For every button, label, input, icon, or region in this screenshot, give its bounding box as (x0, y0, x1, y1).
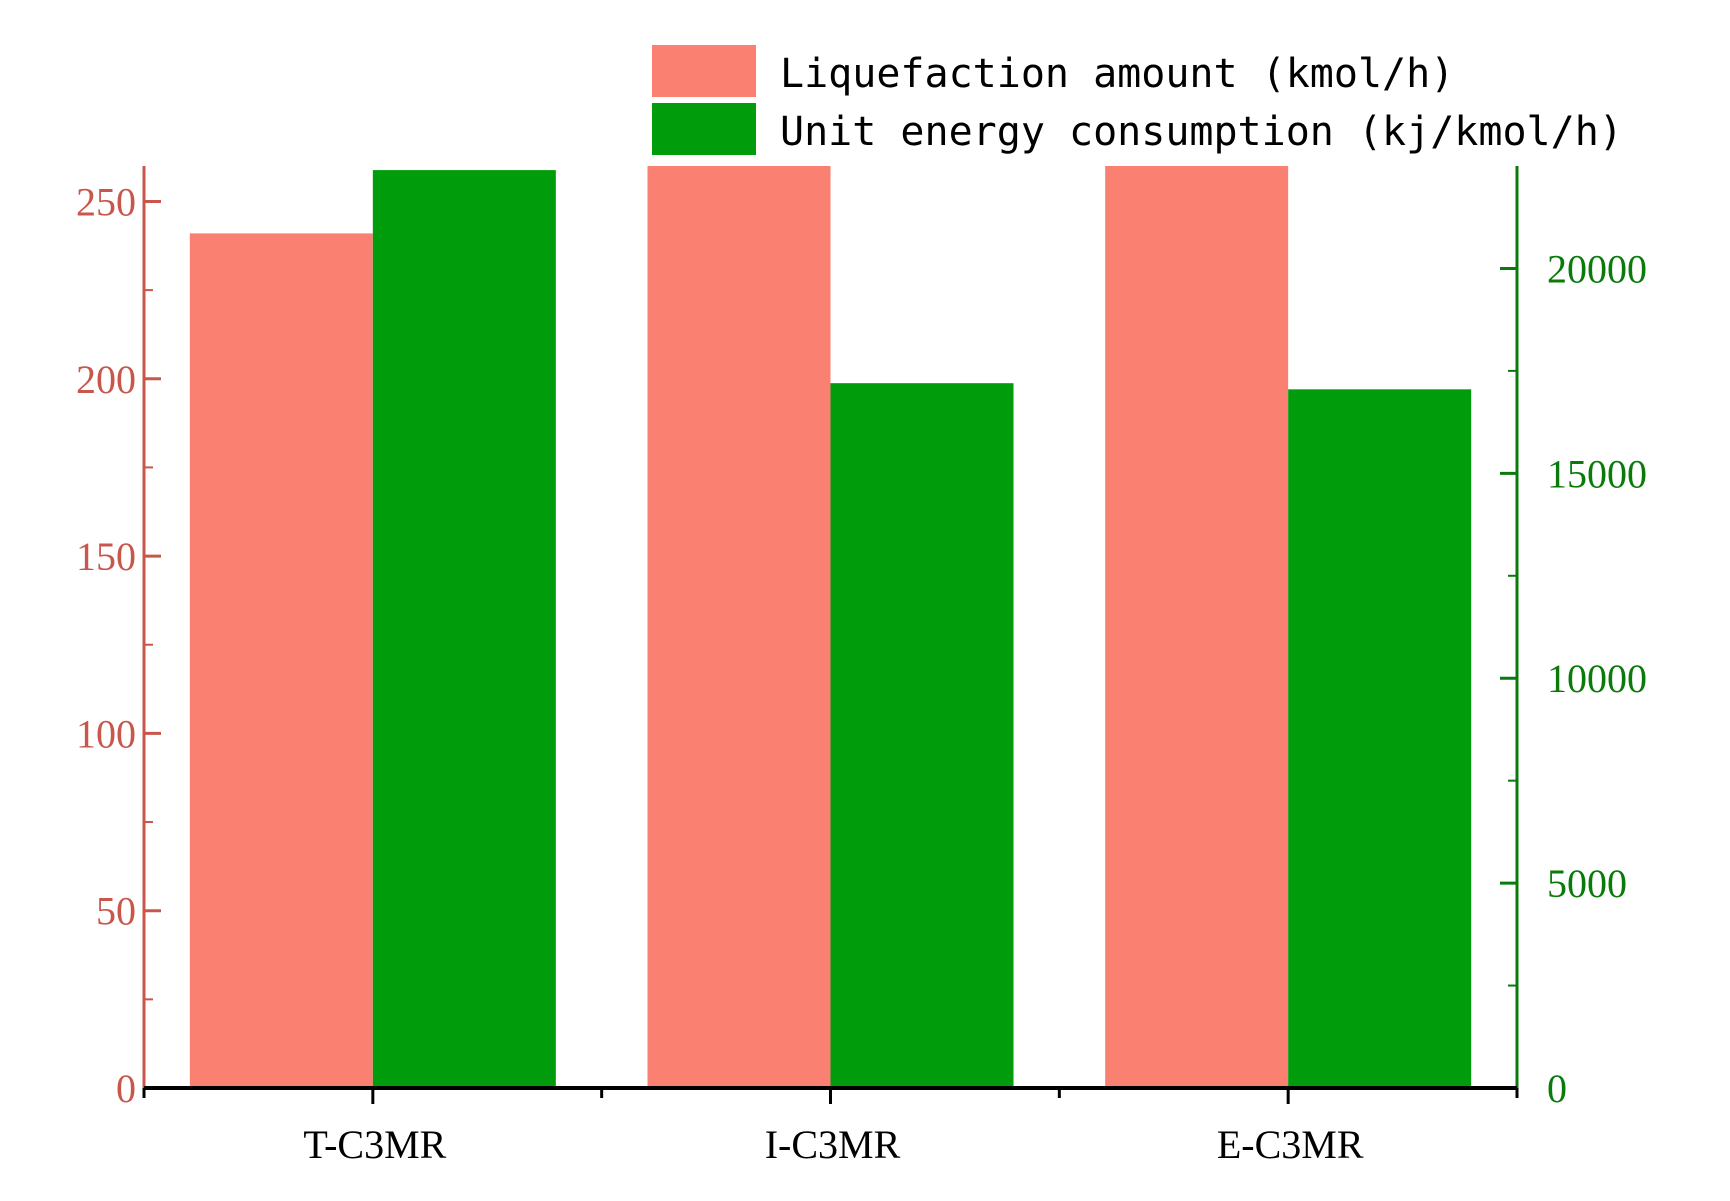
y-left-tick-label: 50 (96, 889, 136, 934)
x-tick-label-e-c3mr: E-C3MR (1217, 1122, 1364, 1167)
axes-group: 0 50 100 150 200 250 0 5000 10000 15000 20000 T-C3M… (76, 166, 1647, 1167)
y-left-tick-label: 0 (116, 1066, 136, 1111)
bar-t-c3mr-liquefaction (189, 233, 373, 1088)
legend-label-liquefaction: Liquefaction amount (kmol/h) (780, 51, 1454, 97)
y-left-tick-label: 250 (76, 179, 136, 224)
legend-swatch-energy (652, 103, 756, 155)
x-tick-label-t-c3mr: T-C3MR (303, 1122, 446, 1167)
y-left-tick-label: 100 (76, 711, 136, 756)
bar-e-c3mr-liquefaction (1105, 166, 1289, 1088)
y-right-tick-label: 20000 (1547, 246, 1647, 291)
bar-i-c3mr-energy (830, 383, 1014, 1088)
bar-e-c3mr-energy (1288, 389, 1472, 1089)
y-right-tick-label: 10000 (1547, 656, 1647, 701)
y-right-tick-label: 0 (1547, 1066, 1567, 1111)
y-right-tick-label: 5000 (1547, 861, 1627, 906)
y-left-tick-label: 200 (76, 357, 136, 402)
x-tick-label-i-c3mr: I-C3MR (765, 1122, 901, 1167)
y-left-tick-label: 150 (76, 534, 136, 579)
bar-i-c3mr-liquefaction (647, 166, 831, 1088)
y-right-tick-label: 15000 (1547, 451, 1647, 496)
legend: Liquefaction amount (kmol/h) Unit energy … (652, 45, 1623, 155)
legend-label-energy: Unit energy consumption (kj/kmol/h) (780, 109, 1623, 155)
legend-swatch-liquefaction (652, 45, 756, 97)
bar-t-c3mr-energy (372, 170, 556, 1088)
bars-group (189, 166, 1472, 1089)
